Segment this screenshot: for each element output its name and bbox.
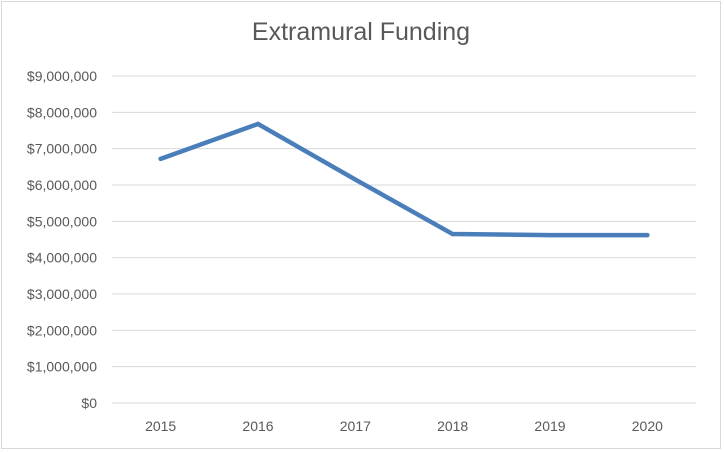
y-tick-label: $8,000,000 bbox=[27, 104, 97, 120]
y-tick-label: $5,000,000 bbox=[27, 213, 97, 229]
y-tick-label: $7,000,000 bbox=[27, 141, 97, 157]
x-tick-label: 2015 bbox=[145, 418, 176, 434]
series-line bbox=[158, 121, 650, 238]
y-tick-label: $1,000,000 bbox=[27, 359, 97, 375]
data-point bbox=[547, 232, 553, 238]
x-tick-label: 2018 bbox=[437, 418, 468, 434]
data-point bbox=[450, 231, 455, 237]
x-tick-label: 2017 bbox=[340, 418, 371, 434]
y-tick-label: $4,000,000 bbox=[27, 250, 97, 266]
y-tick-label: $6,000,000 bbox=[27, 177, 97, 193]
gridlines bbox=[112, 75, 696, 404]
data-point bbox=[255, 121, 261, 127]
y-tick-label: $3,000,000 bbox=[27, 286, 97, 302]
series-group bbox=[158, 121, 650, 238]
x-tick-label: 2019 bbox=[534, 418, 565, 434]
x-tick-label: 2020 bbox=[632, 418, 663, 434]
data-point bbox=[645, 232, 650, 238]
data-point bbox=[353, 177, 358, 182]
y-tick-label: $2,000,000 bbox=[27, 322, 97, 338]
chart-title: Extramural Funding bbox=[251, 18, 471, 46]
y-axis: $0 $1,000,000 $2,000,000 $3,000,000 $4,000,0… bbox=[27, 68, 97, 411]
x-tick-label: 2016 bbox=[242, 418, 273, 434]
y-tick-label: $9,000,000 bbox=[27, 68, 97, 84]
x-axis: 2015 2016 2017 2018 2019 2020 bbox=[145, 418, 663, 434]
data-point bbox=[158, 156, 163, 162]
y-tick-label: $0 bbox=[81, 395, 97, 411]
